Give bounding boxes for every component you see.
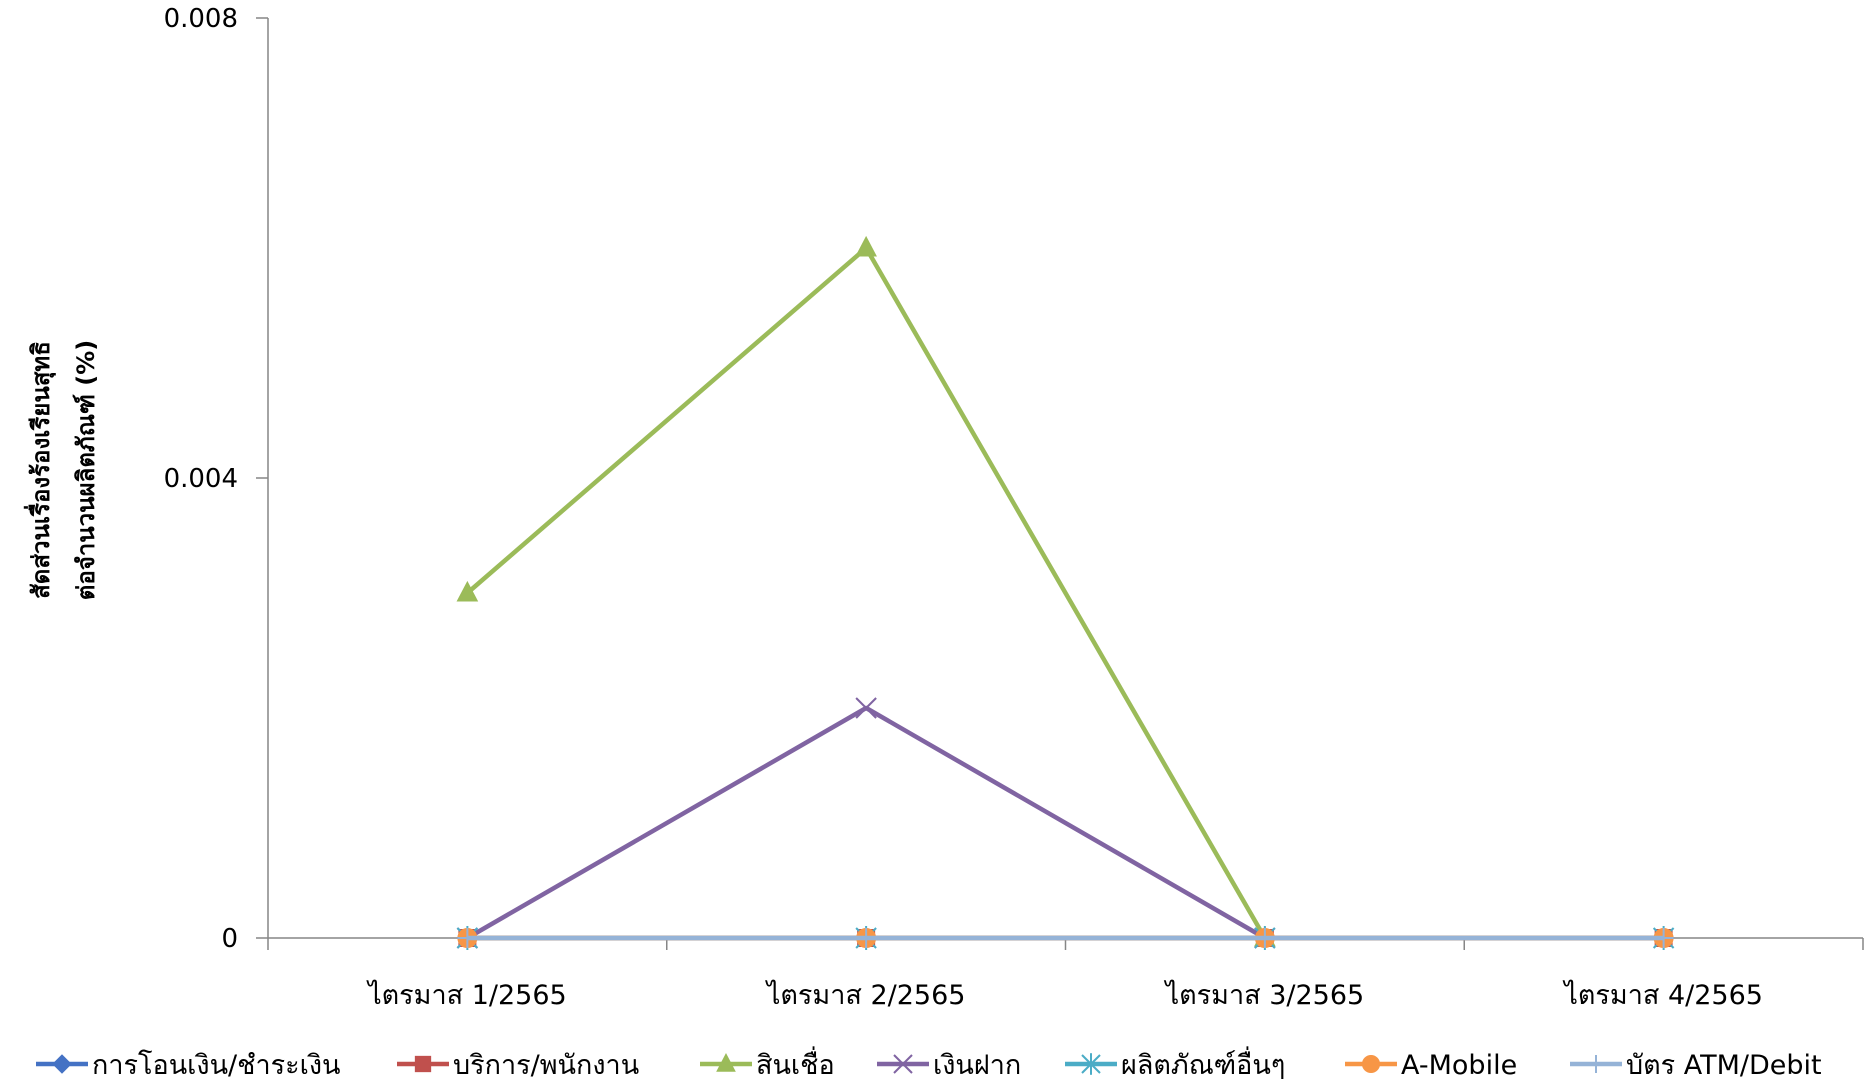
- series-marker: [1587, 1055, 1605, 1073]
- legend-item: A-Mobile: [1345, 1050, 1517, 1081]
- legend-label: การโอนเงิน/ชำระเงิน: [92, 1050, 341, 1081]
- series-7: [457, 928, 1674, 948]
- series-line: [466, 705, 1267, 940]
- legend: การโอนเงิน/ชำระเงิน บริการ/พนักงาน สินเชื่…: [36, 1046, 1822, 1081]
- series-marker: [1254, 928, 1275, 948]
- marker-stroke: [893, 1054, 913, 1074]
- y-axis-ticks: 0 0.004 0.008: [164, 4, 268, 954]
- x-tick-label: ไตรมาส 3/2565: [1164, 980, 1365, 1011]
- legend-label: บัตร ATM/Debit: [1626, 1050, 1822, 1081]
- legend-item: บริการ/พนักงาน: [397, 1050, 639, 1081]
- series-layer: [456, 235, 1675, 950]
- legend-label: สินเชื่อ: [756, 1046, 835, 1081]
- series-marker: [456, 580, 479, 602]
- y-axis-label-line-2: ต่อจำนวนผลิตภัณฑ์ (%): [72, 340, 100, 601]
- legend-item: เงินฝาก: [877, 1050, 1021, 1081]
- series-marker: [1653, 928, 1674, 948]
- x-tick-label: ไตรมาส 2/2565: [765, 980, 966, 1011]
- legend-label: เงินฝาก: [933, 1050, 1021, 1081]
- series-line: [465, 245, 1267, 940]
- x-tick-label: ไตรมาส 4/2565: [1562, 980, 1763, 1011]
- legend-label: ผลิตภัณฑ์อื่นๆ: [1121, 1046, 1285, 1081]
- series-marker: [1081, 1053, 1101, 1075]
- marker-stroke: [855, 697, 877, 719]
- legend-label: บริการ/พนักงาน: [453, 1050, 639, 1081]
- series-marker: [1361, 1054, 1381, 1074]
- series-marker: [855, 235, 877, 257]
- series-4: [456, 697, 1276, 949]
- legend-item: การโอนเงิน/ชำระเงิน: [36, 1050, 341, 1081]
- series-marker: [414, 1055, 432, 1073]
- series-marker: [457, 928, 478, 948]
- series-marker: [716, 1053, 736, 1072]
- legend-label: A-Mobile: [1401, 1050, 1517, 1081]
- legend-item: บัตร ATM/Debit: [1570, 1050, 1822, 1081]
- y-axis-label-line-1: สัดส่วนเรื่องร้องเรียนสุทธิ: [23, 341, 57, 599]
- x-axis-ticks: ไตรมาส 1/2565 ไตรมาส 2/2565 ไตรมาส 3/2565 ไ…: [267, 938, 1864, 1011]
- y-tick-label: 0.004: [164, 464, 238, 494]
- series-marker: [52, 1054, 72, 1074]
- y-tick-label: 0.008: [164, 4, 238, 34]
- x-tick-label: ไตรมาส 1/2565: [366, 980, 567, 1011]
- series-marker: [893, 1054, 913, 1074]
- series-marker: [856, 928, 877, 948]
- y-tick-label: 0: [221, 924, 238, 954]
- series-marker: [855, 697, 877, 719]
- legend-item: ผลิตภัณฑ์อื่นๆ: [1065, 1046, 1285, 1081]
- series-3: [456, 235, 1276, 947]
- legend-item: สินเชื่อ: [700, 1046, 835, 1081]
